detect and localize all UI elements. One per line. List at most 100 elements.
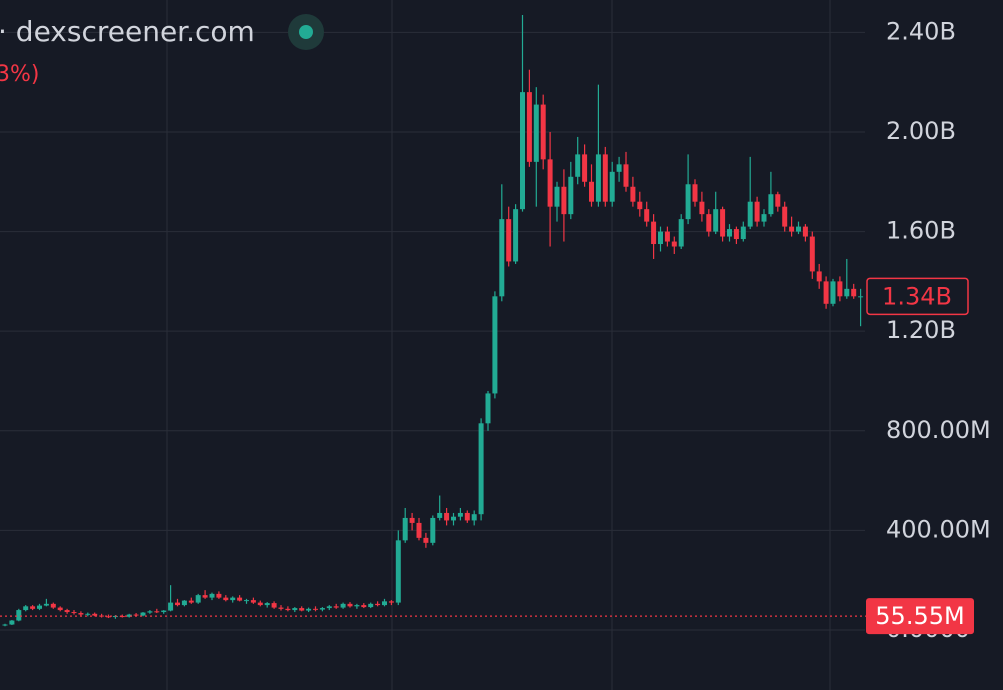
candle-body xyxy=(154,611,160,613)
candle-body xyxy=(658,231,663,245)
candle-body xyxy=(271,603,277,608)
candle-body xyxy=(499,219,505,297)
candle-body xyxy=(796,226,801,232)
candle-body xyxy=(471,514,477,521)
candle-body xyxy=(492,296,498,394)
candle-body xyxy=(382,601,387,606)
candle-body xyxy=(651,221,657,245)
candle-body xyxy=(250,600,256,603)
candle-body xyxy=(464,512,470,521)
candle-body xyxy=(733,229,739,240)
y-tick-label: 1.60B xyxy=(886,217,956,245)
candle-body xyxy=(354,605,360,607)
candle-body xyxy=(533,104,539,162)
candle-body xyxy=(216,593,222,598)
candle-body xyxy=(126,614,132,617)
candle-body xyxy=(526,92,532,162)
candle-body xyxy=(278,607,284,609)
candle-body xyxy=(202,595,208,598)
y-tick-label: 400.00M xyxy=(886,515,991,543)
candle-body xyxy=(844,288,850,297)
candle-body xyxy=(175,602,180,606)
candle-body xyxy=(637,201,643,210)
candle-body xyxy=(444,512,450,521)
candle-body xyxy=(575,154,581,177)
candle-body xyxy=(720,209,726,237)
candle-body xyxy=(630,186,636,202)
time-grid xyxy=(166,0,831,690)
candle-body xyxy=(2,624,8,626)
candle-body xyxy=(64,610,70,613)
candle-body xyxy=(147,611,153,613)
candle-body xyxy=(361,605,367,608)
current-price-box xyxy=(866,277,969,316)
candle-body xyxy=(71,612,77,614)
candle-body xyxy=(478,423,484,515)
candle-body xyxy=(92,613,98,616)
candle-body xyxy=(30,606,36,609)
candle-body xyxy=(388,601,394,603)
candle-body xyxy=(768,194,774,215)
candle-body xyxy=(671,241,677,247)
candle-body xyxy=(78,613,84,615)
candle-body xyxy=(485,393,491,424)
candle-body xyxy=(789,226,795,232)
y-tick-label: 1.20B xyxy=(886,316,956,344)
candle-body xyxy=(395,540,401,603)
candle-body xyxy=(664,231,670,242)
status-dot xyxy=(299,25,313,39)
candle-body xyxy=(678,219,684,247)
candle-body xyxy=(313,608,318,610)
candle-body xyxy=(644,209,650,222)
candle-body xyxy=(561,186,567,215)
candle-body xyxy=(340,603,346,608)
candle-body xyxy=(264,603,270,606)
candle-body xyxy=(437,512,443,518)
candle-body xyxy=(740,226,746,240)
candle-body xyxy=(775,194,781,207)
candle-body xyxy=(347,603,353,607)
last-price-box xyxy=(866,598,974,635)
candle-body xyxy=(416,522,422,538)
candle-body xyxy=(133,614,139,616)
candle-body xyxy=(816,271,822,282)
candle-body xyxy=(616,164,622,172)
candle-body xyxy=(685,184,691,220)
candle-body xyxy=(50,603,56,608)
change-label: 3%) xyxy=(0,62,39,87)
candle-body xyxy=(319,608,325,610)
candle-body xyxy=(9,620,15,625)
candle-body xyxy=(23,606,29,611)
candle-body xyxy=(409,517,415,523)
candle-body xyxy=(119,616,125,618)
candle-body xyxy=(285,608,291,611)
candle-body xyxy=(299,608,305,611)
candle-body xyxy=(595,154,601,202)
candle-body xyxy=(57,607,63,611)
candle-body xyxy=(837,281,843,297)
candle-body xyxy=(754,201,760,222)
candle-body xyxy=(589,181,594,202)
candle-body xyxy=(333,606,339,608)
candle-body xyxy=(292,608,298,611)
candle-body xyxy=(430,517,436,543)
candle-body xyxy=(85,613,91,615)
candle-body xyxy=(244,600,249,602)
candle-body xyxy=(602,154,608,202)
candle-body xyxy=(858,296,864,298)
candle-body xyxy=(782,206,788,227)
candle-body xyxy=(609,171,615,202)
candle-body xyxy=(161,610,167,613)
candle-body xyxy=(106,616,111,618)
candle-body xyxy=(237,597,243,601)
candle-body xyxy=(368,603,374,608)
candle-body xyxy=(699,201,705,215)
candle-body xyxy=(727,229,732,237)
candle-body xyxy=(540,104,546,160)
candle-body xyxy=(257,602,263,606)
candle-body xyxy=(823,281,829,304)
candle-body xyxy=(43,603,49,606)
candle-body xyxy=(761,214,767,222)
